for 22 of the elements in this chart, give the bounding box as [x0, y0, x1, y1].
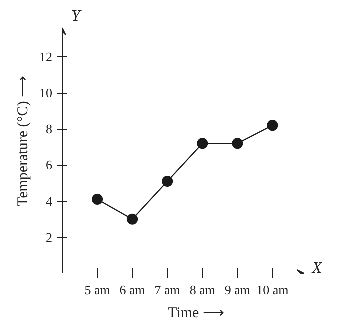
point — [92, 194, 104, 206]
y-tick-label: 12 — [40, 49, 52, 64]
point — [127, 214, 138, 225]
text: X — [311, 260, 324, 277]
x-tick-label: 8 am — [190, 282, 216, 298]
x-tick-label: 5 am — [84, 282, 110, 298]
y-tick-label: 2 — [46, 230, 52, 245]
x-tick-label: 7 am — [154, 282, 180, 298]
y-tick-label: 4 — [46, 194, 53, 209]
x-tick-label: 10 am — [256, 282, 289, 298]
y-tick-label: 6 — [46, 158, 53, 173]
x-tick-label: 6 am — [120, 282, 146, 298]
y-tick-label: 10 — [40, 86, 52, 101]
point — [162, 176, 174, 187]
point — [232, 138, 244, 150]
text: Y — [72, 8, 82, 26]
y-axis-title: Temperature (°C) ⟶ — [16, 75, 32, 207]
y-tick-label: 8 — [46, 122, 52, 137]
x-axis-title: Time ⟶ — [168, 306, 225, 322]
point — [197, 138, 208, 150]
x-tick-label: 9 am — [224, 282, 250, 298]
point — [267, 120, 278, 132]
